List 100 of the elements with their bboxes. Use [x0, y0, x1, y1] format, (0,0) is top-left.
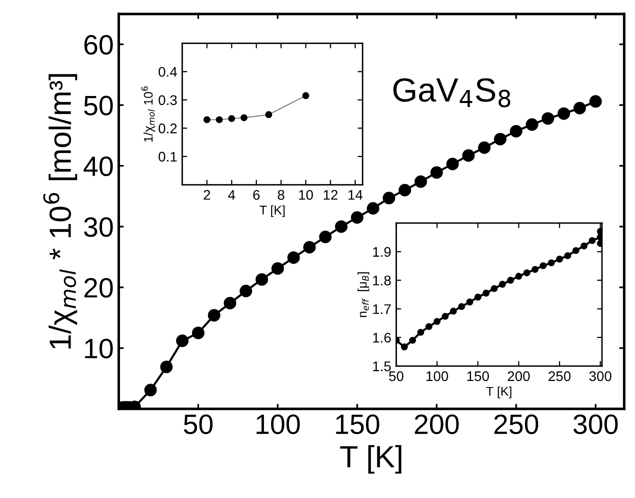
- point: [203, 116, 210, 124]
- point: [490, 285, 498, 292]
- point: [558, 107, 570, 120]
- point: [446, 158, 459, 170]
- point: [398, 184, 412, 196]
- x-axis-title: T [K]: [340, 445, 402, 474]
- point: [409, 336, 416, 344]
- point: [580, 242, 588, 250]
- point: [434, 318, 441, 325]
- point: [526, 118, 538, 131]
- point: [540, 262, 547, 270]
- point: [474, 294, 482, 301]
- annotation: GaV$_{4}$S$_{8}$: [393, 78, 510, 108]
- point: [572, 247, 580, 254]
- point: [494, 132, 506, 146]
- point: [515, 272, 522, 280]
- point: [478, 141, 491, 154]
- point: [589, 95, 602, 108]
- point: [240, 114, 248, 122]
- point: [303, 240, 316, 254]
- y-tick-label: 1.5: [373, 362, 391, 372]
- point: [265, 111, 272, 118]
- point: [523, 269, 530, 276]
- point: [144, 384, 157, 396]
- x-tick-label: 50: [389, 371, 404, 382]
- y-tick-label: 20: [84, 278, 113, 298]
- point: [564, 252, 572, 260]
- point: [556, 256, 563, 263]
- point: [240, 284, 252, 298]
- point: [350, 211, 364, 224]
- point: [382, 192, 396, 204]
- point: [271, 262, 284, 275]
- x-tick-label: 100: [256, 414, 300, 434]
- point: [510, 124, 522, 138]
- point: [548, 259, 555, 266]
- x-tick-label: 150: [467, 371, 489, 382]
- point: [482, 290, 490, 297]
- point: [256, 273, 268, 286]
- x-tick-label: 8: [278, 190, 284, 200]
- y-tick-label: 60: [84, 34, 113, 55]
- point: [366, 202, 380, 215]
- point: [542, 112, 554, 125]
- point: [450, 308, 457, 315]
- point: [224, 296, 236, 310]
- point: [462, 149, 475, 162]
- point: [216, 116, 223, 124]
- point: [430, 166, 443, 179]
- point: [287, 251, 300, 264]
- x-tick-label: 300: [589, 371, 612, 382]
- y-tick-label: 0.1: [158, 152, 177, 162]
- point: [335, 220, 348, 233]
- point: [498, 280, 506, 288]
- x-tick-label: 250: [494, 414, 538, 434]
- y-tick-label: 0.3: [158, 95, 177, 106]
- y-tick-label: 50: [84, 96, 113, 116]
- y-tick-label: 10: [85, 338, 113, 358]
- y-tick-label: 1.7: [373, 304, 391, 314]
- x-axis-title: T [K]: [260, 205, 285, 217]
- y-tick-label: 1.6: [373, 332, 391, 343]
- y-tick-label: 1.8: [373, 276, 391, 286]
- point: [442, 312, 449, 320]
- x-tick-label: 100: [426, 371, 448, 382]
- point: [400, 343, 408, 350]
- point: [160, 360, 173, 374]
- point: [573, 102, 586, 114]
- point: [425, 323, 432, 330]
- x-tick-label: 10: [299, 190, 313, 200]
- point: [466, 298, 474, 306]
- y-tick-label: 0.2: [158, 124, 177, 134]
- y-tick-label: 40: [84, 156, 113, 176]
- x-tick-label: 150: [336, 414, 380, 434]
- point: [302, 92, 310, 100]
- point: [588, 237, 596, 244]
- x-tick-label: 12: [324, 190, 338, 200]
- x-tick-label: 250: [548, 371, 571, 382]
- x-tick-label: 14: [348, 190, 362, 200]
- y-tick-label: 30: [84, 217, 113, 237]
- y-tick-label: 0.4: [158, 66, 177, 77]
- y-axis-title: 1/χ$_{mol}$ * 10$^{6}$ [mol/m³]: [43, 74, 78, 349]
- point: [208, 309, 220, 322]
- point: [414, 175, 427, 188]
- x-tick-label: 300: [573, 414, 618, 434]
- y-axis-title: 1/χ$_{mol}$ 10$^{6}$: [141, 86, 156, 142]
- point: [319, 230, 332, 244]
- y-tick-label: 1.9: [373, 247, 391, 257]
- point: [192, 326, 204, 340]
- point: [176, 334, 189, 348]
- point: [228, 115, 236, 122]
- x-tick-label: 200: [414, 414, 459, 434]
- point: [417, 328, 424, 336]
- point: [532, 266, 539, 273]
- point: [507, 276, 514, 284]
- x-tick-label: 2: [204, 190, 210, 200]
- point: [458, 303, 466, 310]
- y-axis-title: n$_{eff}$ [μ$_{B}$]: [358, 272, 370, 318]
- x-tick-label: 4: [228, 190, 236, 200]
- x-tick-label: 200: [508, 371, 530, 382]
- x-axis-title: T [K]: [486, 386, 512, 398]
- x-tick-label: 6: [253, 190, 260, 200]
- x-tick-label: 50: [184, 414, 213, 434]
